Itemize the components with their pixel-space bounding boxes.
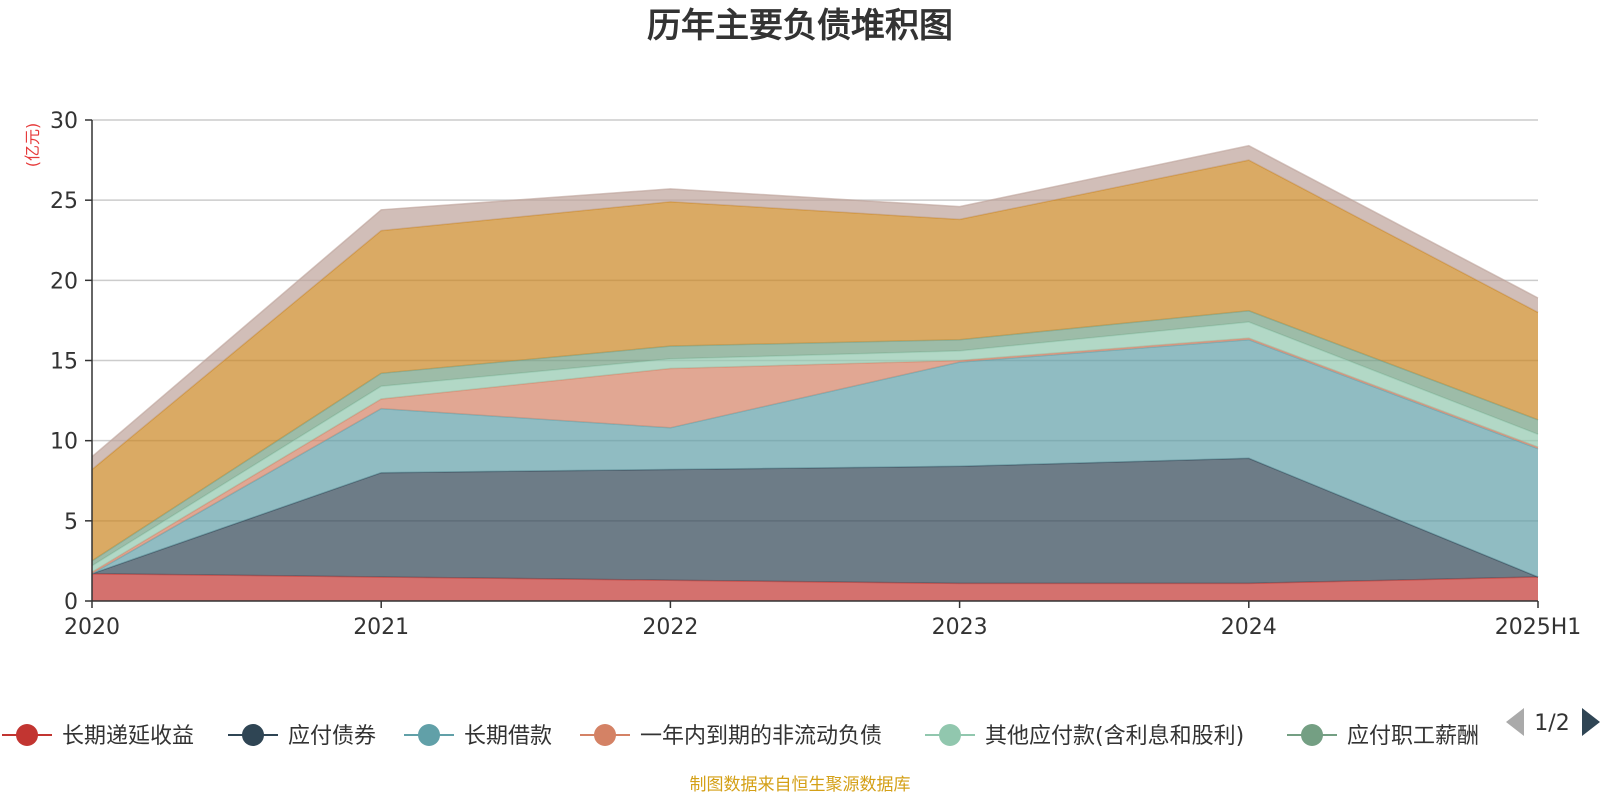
- area-series-4: [92, 322, 1538, 573]
- x-tick-label: 2020: [64, 615, 120, 640]
- y-axis-unit-label: (亿元): [23, 123, 42, 168]
- area-series-6: [92, 160, 1538, 561]
- legend-label: 应付职工薪酬: [1347, 724, 1479, 749]
- legend-prev-page-icon[interactable]: [1506, 708, 1524, 736]
- legend-marker: [594, 724, 616, 746]
- y-tick-label: 15: [50, 350, 78, 375]
- legend-label: 应付债券: [288, 724, 376, 749]
- x-tick-label: 2022: [642, 615, 698, 640]
- legend-label: 其他应付款(含利息和股利): [985, 724, 1244, 749]
- y-tick-label: 0: [64, 590, 78, 615]
- area-series-2: [92, 339, 1538, 577]
- x-tick-label: 2021: [353, 615, 409, 640]
- legend-item[interactable]: 一年内到期的非流动负债: [580, 724, 882, 749]
- y-tick-label: 10: [50, 430, 78, 455]
- area-series-3: [92, 338, 1538, 574]
- area-series-line-7: [91, 144, 1539, 458]
- legend-marker: [418, 724, 440, 746]
- legend-marker: [1301, 724, 1323, 746]
- area-series-1: [92, 458, 1538, 584]
- legend-item[interactable]: 应付职工薪酬: [1287, 724, 1479, 749]
- legend-marker: [939, 724, 961, 746]
- legend-item[interactable]: 应付债券: [228, 724, 376, 749]
- legend-next-page-icon[interactable]: [1582, 708, 1600, 736]
- legend-item[interactable]: 长期递延收益: [2, 724, 194, 749]
- legend-pager: 1/2: [1506, 708, 1600, 736]
- legend-page-indicator: 1/2: [1534, 711, 1569, 736]
- x-tick-label: 2025H1: [1495, 615, 1582, 640]
- legend-label: 一年内到期的非流动负债: [640, 724, 882, 749]
- y-tick-label: 20: [50, 269, 78, 294]
- legend-item[interactable]: 长期借款: [404, 724, 552, 749]
- area-series-7: [92, 145, 1538, 470]
- chart-title: 历年主要负债堆积图: [647, 6, 953, 46]
- legend-item[interactable]: 其他应付款(含利息和股利): [925, 724, 1244, 749]
- stacked-areas: [91, 144, 1539, 601]
- area-series-5: [92, 310, 1538, 566]
- y-tick-label: 25: [50, 189, 78, 214]
- legend-marker: [16, 724, 38, 746]
- x-tick-label: 2024: [1221, 615, 1277, 640]
- x-tick-label: 2023: [932, 615, 988, 640]
- y-tick-label: 5: [64, 510, 78, 535]
- legend-label: 长期递延收益: [62, 724, 194, 749]
- legend: 长期递延收益 应付债券 长期借款 一年内到期的非流动负债 其他应付款(含利息和股利) 应付…: [2, 724, 1479, 749]
- area-series-0: [92, 573, 1538, 601]
- legend-marker: [242, 724, 264, 746]
- legend-label: 长期借款: [464, 724, 552, 749]
- axes: 0 5 10 15 20 25 30 2020 2021 2022 2023 2024 2025H1: [50, 109, 1581, 640]
- data-source-note: 制图数据来自恒生聚源数据库: [690, 775, 911, 795]
- y-tick-label: 30: [50, 109, 78, 134]
